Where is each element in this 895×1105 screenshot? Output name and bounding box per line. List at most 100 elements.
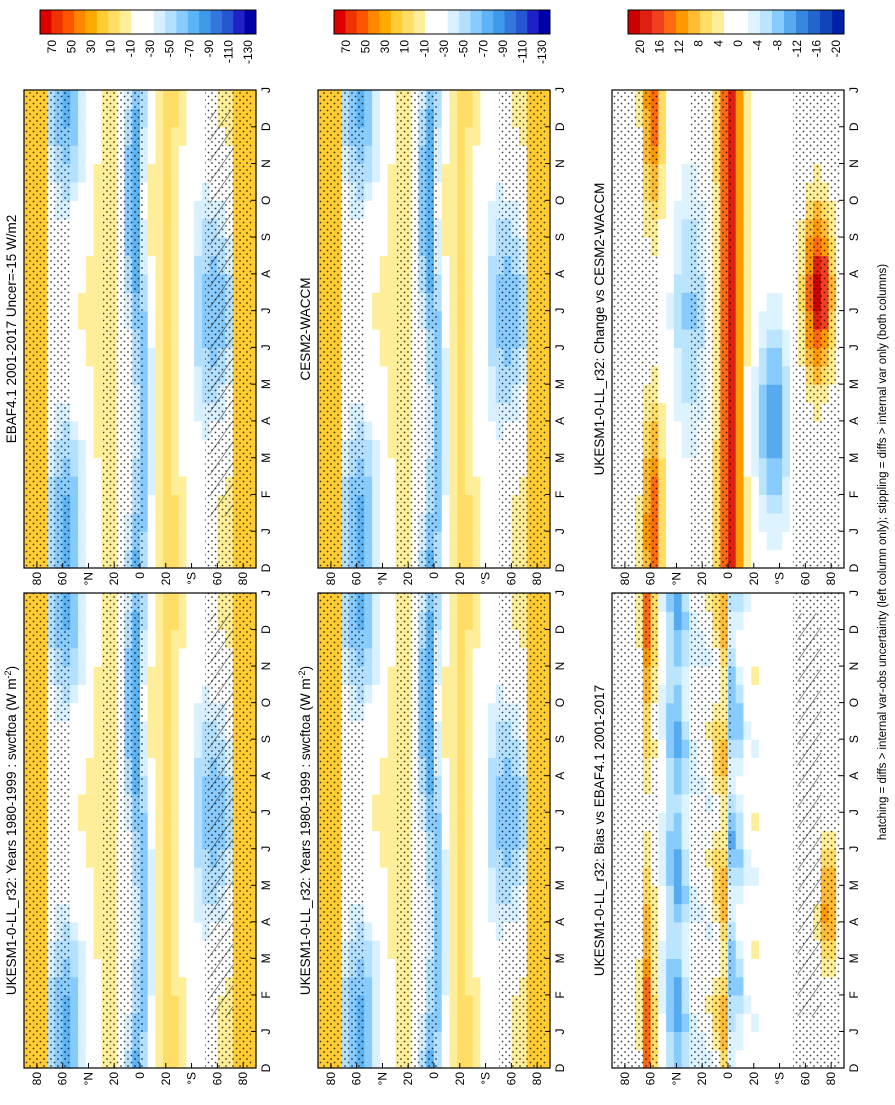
heatmap-cell [85,666,95,685]
heatmap-cell [93,994,102,1014]
heatmap-cell [758,365,768,385]
heatmap-cell [751,647,760,667]
heatmap-cell [766,994,775,1014]
heatmap-cell [666,793,675,813]
heatmap-cell [758,885,768,905]
heatmap-cell [379,237,389,257]
heatmap-cell [480,921,489,941]
heatmap-cell [70,329,79,348]
panel-title: UKESM1-0-LL_r32: Years 1980-1999 : swcft… [3,666,19,995]
heatmap-cell [186,739,195,759]
heatmap-cell [758,347,768,367]
colorbar-frame [39,9,257,35]
heatmap-cell [170,775,180,795]
heatmap-cell [464,549,474,569]
heatmap-cell [758,494,768,514]
heatmap-cell [364,181,373,201]
heatmap-cell [666,347,675,367]
heatmap-cell [673,684,683,704]
heatmap-cell [178,90,187,109]
heatmap-cell [449,666,458,685]
heatmap-cell [751,549,760,569]
heatmap-cell [457,347,466,367]
heatmap-cell [186,647,195,667]
heatmap-cell [751,237,760,257]
heatmap-cell [472,666,481,685]
heatmap-cell [194,885,203,905]
heatmap-cell [170,684,180,704]
month-tick-label: O [847,698,861,707]
heatmap-cell [488,666,497,685]
heatmap-cell [441,218,451,238]
heatmap-cell [155,420,164,440]
heatmap-cell [70,812,79,832]
heatmap-cell [85,163,95,183]
heatmap-cell [488,702,497,722]
heatmap-cell [681,255,690,275]
heatmap-cell [147,739,157,759]
heatmap-cell [758,310,768,330]
heatmap-cell [155,457,164,477]
heatmap-cell [743,420,752,440]
heatmap-cell [70,439,79,459]
heatmap-cell [542,476,551,496]
heatmap-cell [170,439,180,459]
heatmap-cell [78,439,87,459]
heatmap-cell [743,1049,752,1069]
heatmap-cell [735,976,745,996]
heatmap-cell [78,200,87,220]
heatmap-cell [372,200,381,220]
heatmap-cell [464,273,474,293]
heatmap-cell [379,329,389,348]
heatmap-cell [457,365,466,385]
heatmap-cell [93,108,102,128]
heatmap-cell [766,347,775,367]
heatmap-cell [147,494,157,514]
heatmap-cell [78,365,87,385]
heatmap-cell [194,365,203,385]
heatmap-cell [387,163,396,183]
heatmap-cell [758,921,768,941]
heatmap-cell [78,549,87,569]
heatmap-cell [379,310,389,330]
heatmap-cell [782,365,791,385]
heatmap-cell [681,420,690,440]
heatmap-cell [658,867,667,886]
heatmap-cell [658,1013,667,1033]
heatmap-cell [78,921,87,941]
colorbar-label: 50 [64,40,78,54]
heatmap-cell [372,903,381,923]
heatmap-cell [457,994,466,1014]
heatmap-cell [248,145,257,165]
month-tick-label: D [259,122,273,131]
heatmap-cell [681,145,690,165]
heatmap-cell [488,830,497,850]
heatmap-cell [387,145,396,165]
heatmap-cell [758,420,768,440]
stippling [396,593,439,1068]
heatmap-cell [194,237,203,257]
heatmap-cell [751,200,760,220]
heatmap-cell [387,310,396,330]
heatmap-cell [782,885,791,905]
heatmap-cell [70,611,79,631]
heatmap-cell [194,976,203,996]
heatmap-cell [248,126,257,146]
heatmap-cell [542,163,551,183]
heatmap-cell [85,848,95,868]
heatmap-cell [681,739,690,759]
heatmap-cell [379,720,389,740]
heatmap-cell [449,181,458,201]
heatmap-cell [93,402,102,422]
heatmap-cell [163,1031,172,1051]
heatmap-cell [364,494,373,514]
heatmap-cell [155,237,164,257]
heatmap-cell [194,145,203,165]
heatmap-cell [774,958,783,978]
heatmap-cell [743,739,752,759]
heatmap-cell [774,420,783,440]
heatmap-cell [735,200,745,220]
heatmap-cell [155,329,164,348]
heatmap-cell [758,684,768,704]
heatmap-cell [758,666,768,685]
